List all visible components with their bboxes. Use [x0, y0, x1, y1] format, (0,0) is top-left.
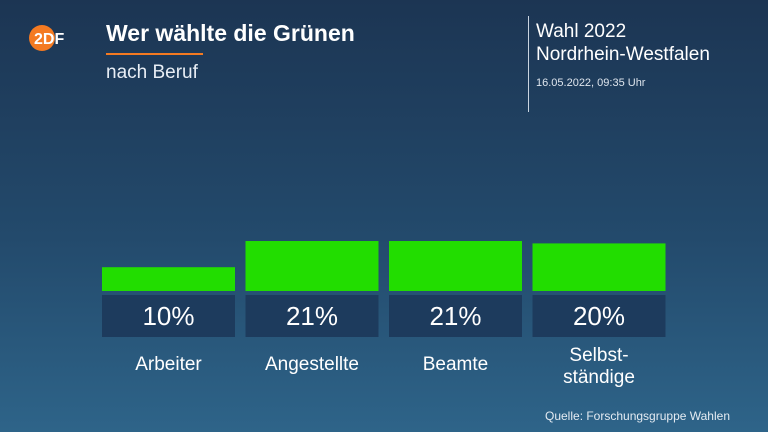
category-label: Arbeiter — [135, 354, 202, 375]
value-box — [389, 295, 522, 337]
bar — [245, 241, 379, 291]
chart-title: Wer wählte die Grünen — [106, 20, 355, 46]
value-label: 20% — [573, 301, 625, 331]
value-box — [102, 295, 235, 337]
category-label: Beamte — [423, 354, 488, 375]
category-label: Selbst-ständige — [563, 345, 635, 388]
value-label: 21% — [429, 301, 481, 331]
election-name: Wahl 2022 — [536, 21, 627, 42]
election-info: Wahl 2022 Nordrhein-Westfalen — [536, 20, 710, 66]
zdf-logo-circle — [29, 25, 55, 51]
source-note: Quelle: Forschungsgruppe Wahlen — [545, 409, 730, 423]
value-label: 21% — [286, 301, 338, 331]
value-box — [245, 295, 379, 337]
timestamp: 16.05.2022, 09:35 Uhr — [536, 77, 646, 89]
bar — [389, 241, 522, 291]
zdf-logo-text: 2DF — [34, 31, 64, 48]
title-underline — [106, 53, 203, 55]
value-box — [532, 295, 666, 337]
chart-subtitle: nach Beruf — [106, 62, 198, 83]
category-label: Angestellte — [265, 354, 359, 375]
election-region: Nordrhein-Westfalen — [536, 44, 710, 65]
value-label: 10% — [142, 301, 194, 331]
bar — [102, 267, 235, 291]
bar — [532, 243, 666, 291]
zdf-logo: 2DF — [28, 24, 80, 52]
header-divider — [528, 16, 529, 112]
